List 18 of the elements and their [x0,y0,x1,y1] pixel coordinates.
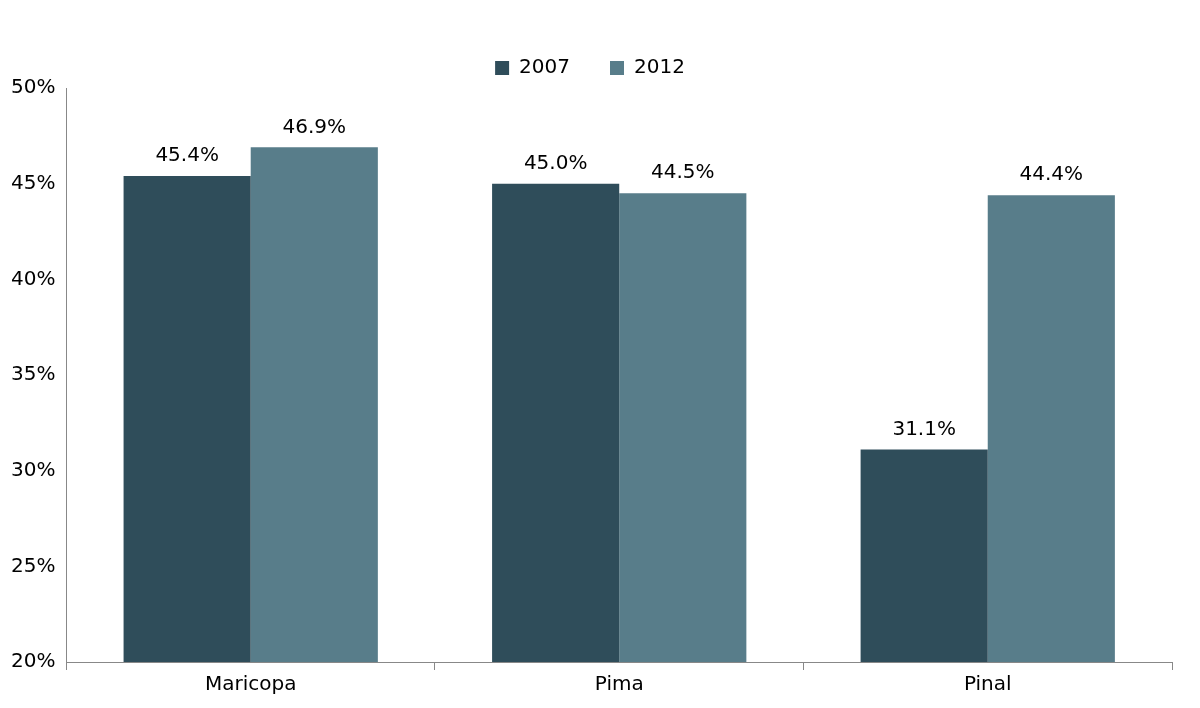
y-tick-label: 25% [11,552,56,577]
data-label: 44.4% [1019,161,1084,186]
data-label: 45.0% [523,149,588,174]
data-label: 31.1% [892,415,956,440]
y-tick-label: 40% [11,265,56,290]
y-tick-label: 50% [11,74,56,99]
x-tick-label: Pinal [963,671,1012,696]
y-tick-label: 35% [11,361,56,386]
data-label: 45.4% [155,142,219,167]
x-tick-label: Pima [594,671,644,696]
data-label: 44.5% [651,159,715,184]
data-label: 46.9% [282,113,347,138]
x-tick-label: Maricopa [204,671,297,696]
legend-label: 2012 [634,54,685,79]
y-tick-label: 20% [11,648,56,673]
y-tick-label: 45% [11,169,56,194]
legend-label: 2007 [519,54,571,79]
y-tick-label: 30% [11,456,56,481]
